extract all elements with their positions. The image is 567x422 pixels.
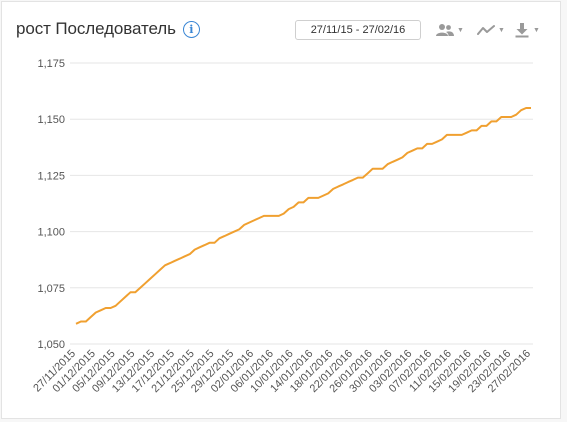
x-axis-ticks: 27/11/201501/12/201505/12/201509/12/2015… [31,348,533,395]
y-tick-label: 1,125 [37,170,65,182]
chart-title: рост Последователь [16,19,176,38]
series-line [75,107,531,325]
y-tick-label: 1,075 [37,283,65,295]
download-icon [515,23,529,38]
people-icon [436,24,454,36]
y-tick-label: 1,050 [37,339,65,351]
chart-type-dropdown[interactable]: ▼ [477,21,505,39]
line-chart-icon [477,25,495,35]
info-icon[interactable]: i [182,20,200,38]
follower-growth-chart: 1,050 1,075 1,100 1,125 1,150 1,175 27/11/201… [31,58,533,395]
export-dropdown[interactable]: ▼ [514,21,540,39]
date-range-picker[interactable]: 27/11/15 - 27/02/16 [295,20,421,40]
chevron-down-icon: ▼ [457,26,464,34]
grid-lines [70,62,533,345]
chart-card: рост Последователь i 27/11/15 - 27/02/16… [1,1,561,419]
chevron-down-icon: ▼ [533,26,540,34]
series-layer [75,107,531,325]
y-tick-label: 1,150 [37,114,65,126]
y-axis-ticks: 1,050 1,075 1,100 1,125 1,150 1,175 [37,58,65,351]
audience-dropdown[interactable]: ▼ [436,21,464,39]
y-tick-label: 1,175 [37,58,65,70]
chart-header: рост Последователь i [16,17,200,41]
chevron-down-icon: ▼ [498,26,505,34]
y-tick-label: 1,100 [37,227,65,239]
